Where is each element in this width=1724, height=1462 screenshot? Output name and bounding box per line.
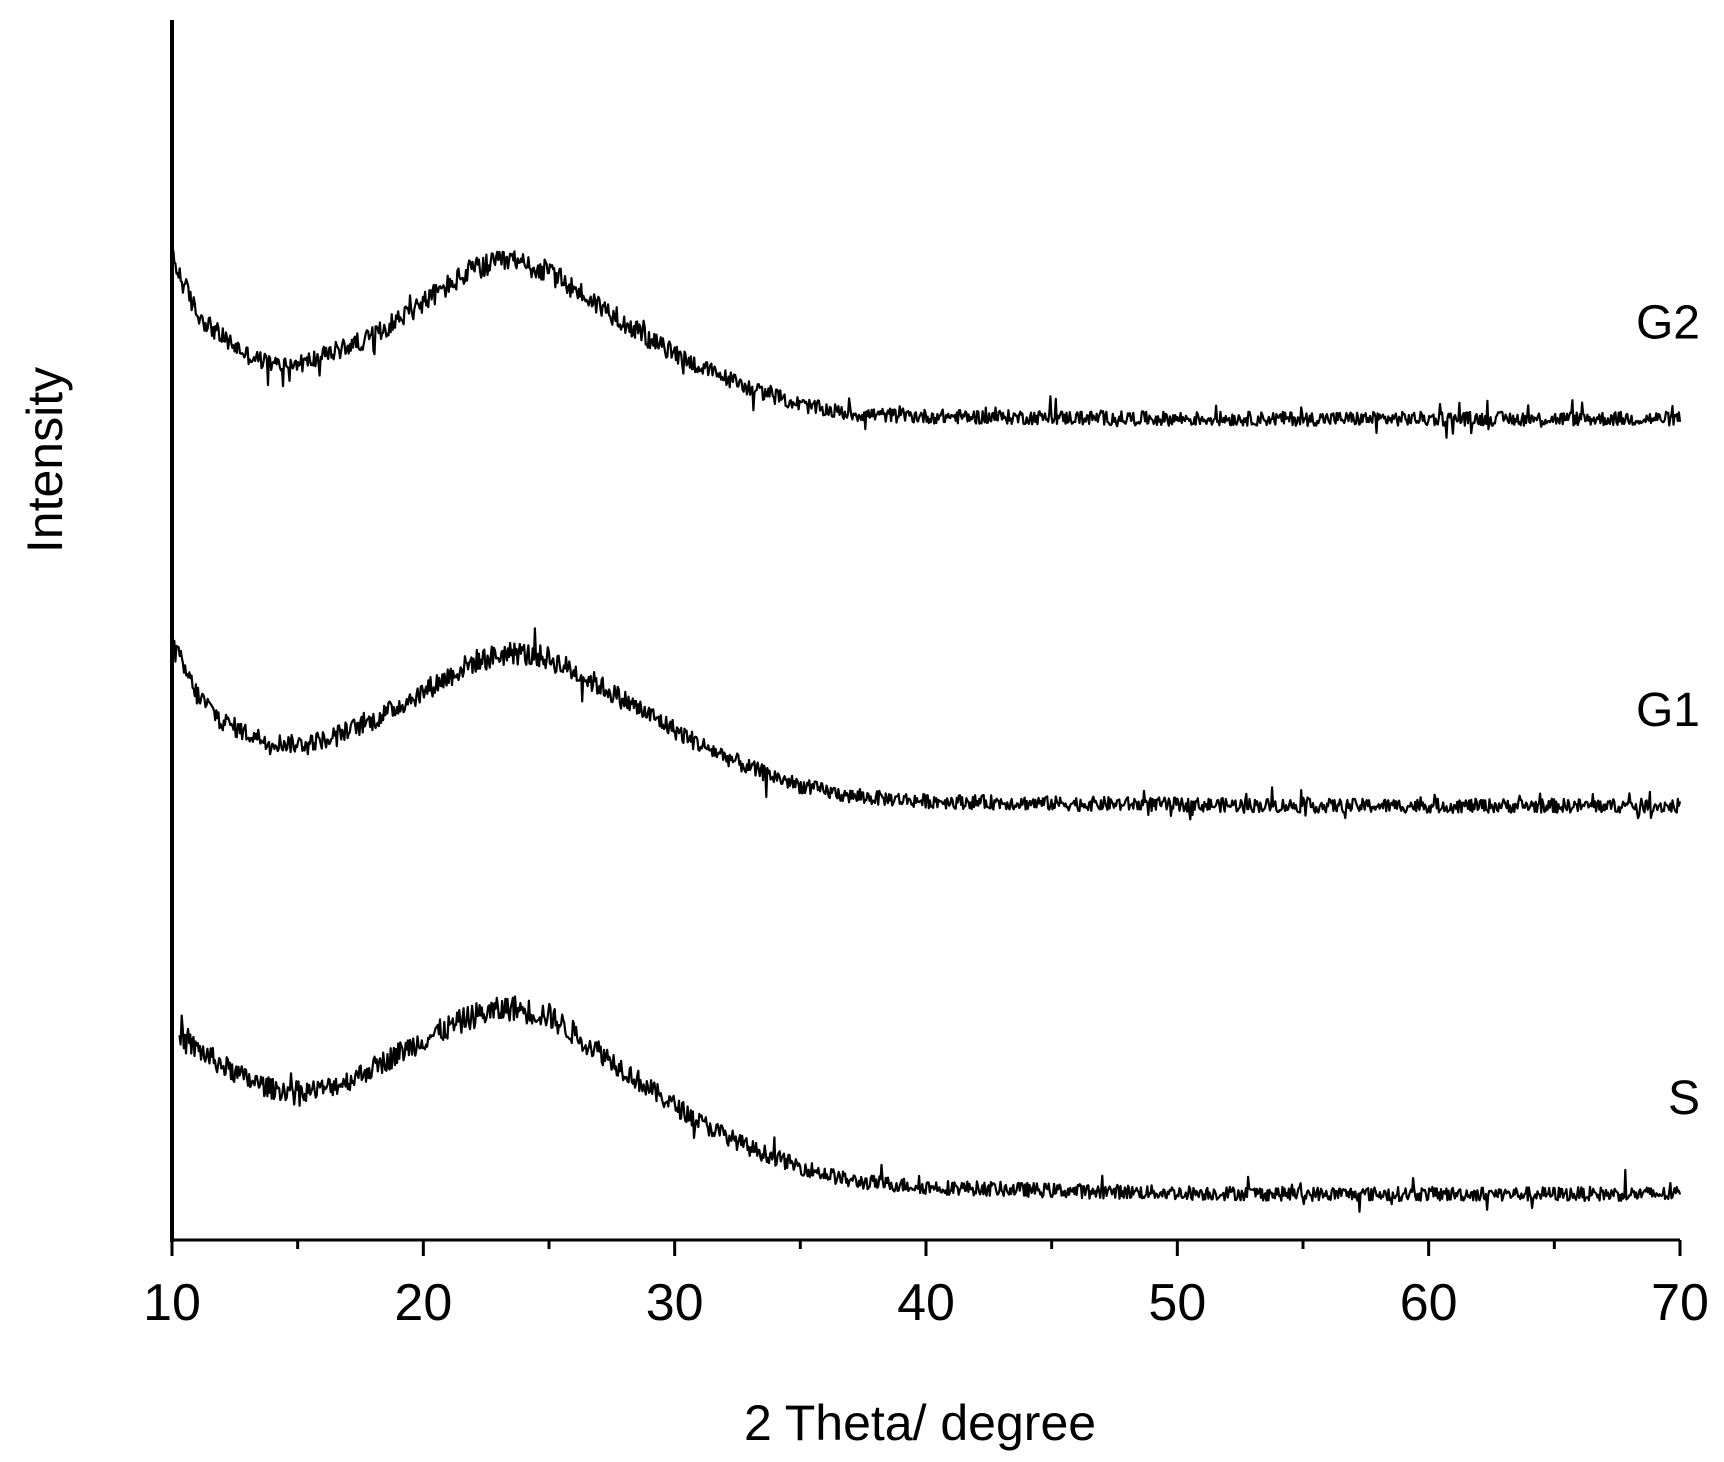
series-label-g2: G2 — [1636, 297, 1700, 350]
x-axis-title: 2 Theta/ degree — [744, 1395, 1096, 1451]
x-tick-label: 30 — [646, 1274, 704, 1332]
x-tick-label: 20 — [394, 1274, 452, 1332]
x-tick-label: 70 — [1651, 1274, 1709, 1332]
x-tick-label: 10 — [143, 1274, 201, 1332]
series-label-g1: G1 — [1636, 684, 1700, 737]
x-tick-label: 40 — [897, 1274, 955, 1332]
x-tick-labels: 10 20 30 40 50 60 70 — [143, 1274, 1709, 1332]
y-axis-title: Intensity — [17, 367, 73, 553]
x-tick-label: 60 — [1400, 1274, 1458, 1332]
x-tick-label: 50 — [1148, 1274, 1206, 1332]
x-ticks — [170, 1240, 1682, 1256]
series-labels: G2 G1 S — [1636, 297, 1700, 1125]
series-line-g1 — [172, 627, 1682, 821]
series-label-s: S — [1668, 1072, 1700, 1125]
series-line-g2 — [172, 250, 1682, 439]
series-line-s — [178, 995, 1682, 1213]
series-group — [172, 250, 1682, 1213]
